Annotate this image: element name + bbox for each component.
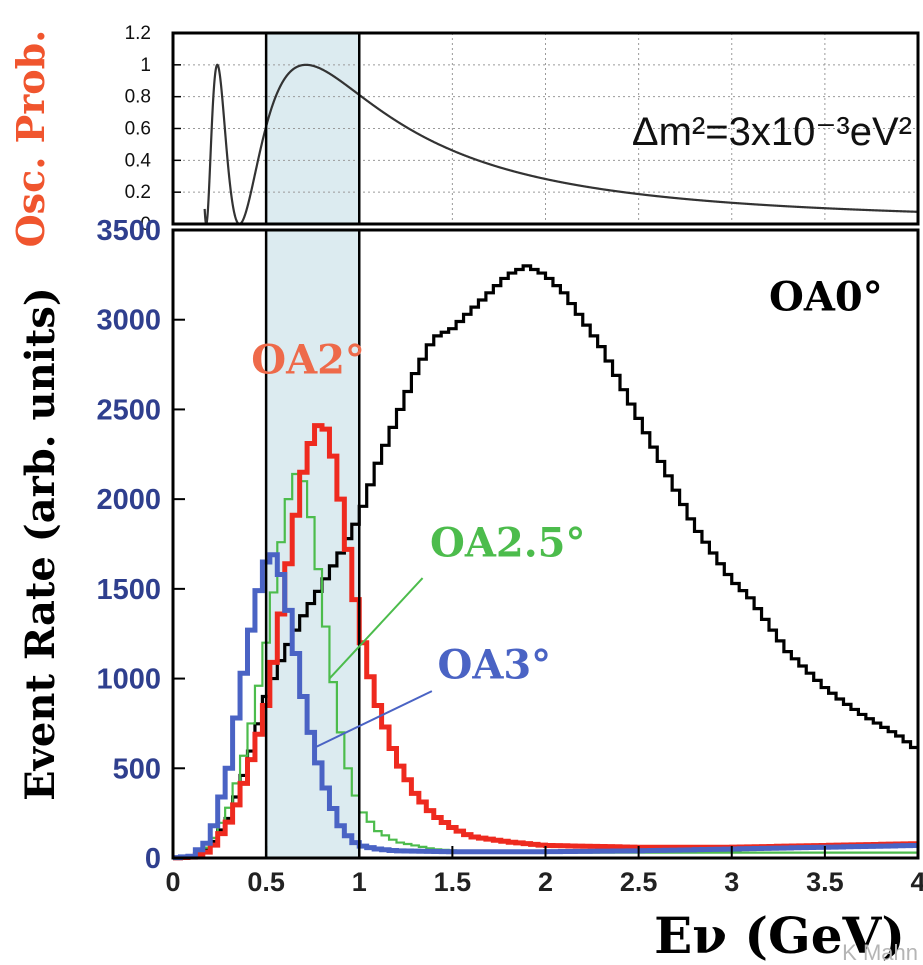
event-y-tick-label: 1500 [96, 574, 161, 606]
series-labels: OA0° OA2° OA2.5° OA3° [251, 274, 883, 748]
osc-prob-y-axis-label: Osc. Prob. [8, 30, 53, 248]
event-y-tick-label: 500 [113, 753, 161, 785]
event-rate-y-axis-label: Event Rate (arb. units) [17, 287, 64, 801]
osc-prob-curve [203, 63, 918, 226]
series-label-oa3: OA3° [437, 642, 551, 689]
event-y-tick-label: 2500 [96, 394, 161, 426]
dm2-annotation: Δm²=3x10⁻³eV² [632, 110, 912, 154]
event-y-tick-label: 2000 [96, 484, 161, 516]
energy-x-tick-label: 2 [538, 867, 553, 897]
series-leader-oa25 [328, 577, 424, 680]
energy-x-tick-label: 4 [910, 867, 923, 897]
series-label-oa2: OA2° [251, 337, 365, 384]
osc-y-tick-label: 0.6 [125, 119, 151, 140]
osc-y-tick-label: 0 [140, 214, 151, 235]
series-label-oa25: OA2.5° [430, 520, 585, 567]
oscillation-maximum-band [266, 33, 360, 224]
osc-prob-panel: 0 0.2 0.4 0.6 0.8 1 1.2 Δm²=3x10⁻³eV² Osc. Pro… [8, 23, 920, 248]
osc-y-tick-label: 1.2 [125, 23, 151, 44]
energy-x-ticks: 0 0.5 1 1.5 2 2.5 3 3.5 4 [165, 846, 923, 897]
energy-x-tick-label: 3 [724, 867, 739, 897]
energy-x-tick-label: 0 [165, 867, 180, 897]
energy-x-tick-label: 2.5 [620, 867, 658, 897]
event-rate-panel: 0 500 1000 1500 2000 2500 3000 3500 0 0.5 1 1.5 2 2.… [17, 215, 923, 965]
energy-x-tick-label: 1.5 [434, 867, 472, 897]
author-watermark: K Mahn [842, 940, 918, 965]
energy-x-tick-label: 0.5 [247, 867, 285, 897]
event-rate-series [173, 264, 918, 861]
energy-x-tick-label: 1 [352, 867, 367, 897]
event-y-tick-label: 3000 [96, 305, 161, 337]
osc-prob-y-ticks: 0 0.2 0.4 0.6 0.8 1 1.2 [125, 23, 181, 235]
series-label-oa0: OA0° [769, 274, 883, 321]
osc-prob-frame [171, 31, 920, 226]
osc-y-tick-label: 0.8 [125, 87, 151, 108]
event-y-tick-label: 1000 [96, 664, 161, 696]
series-oa0-line [173, 264, 918, 860]
series-oa3-line [173, 552, 918, 861]
energy-x-axis-label: Eν (GeV) [654, 906, 905, 965]
event-y-tick-label: 0 [145, 843, 161, 875]
osc-y-tick-label: 0.2 [125, 182, 151, 203]
osc-y-tick-label: 0.4 [125, 150, 152, 171]
series-leader-oa3 [315, 690, 433, 748]
event-rate-y-ticks: 0 500 1000 1500 2000 2500 3000 3500 [96, 215, 185, 875]
event-y-tick-label: 3500 [96, 215, 161, 247]
energy-x-tick-label: 3.5 [806, 867, 844, 897]
osc-y-tick-label: 1 [140, 55, 151, 76]
